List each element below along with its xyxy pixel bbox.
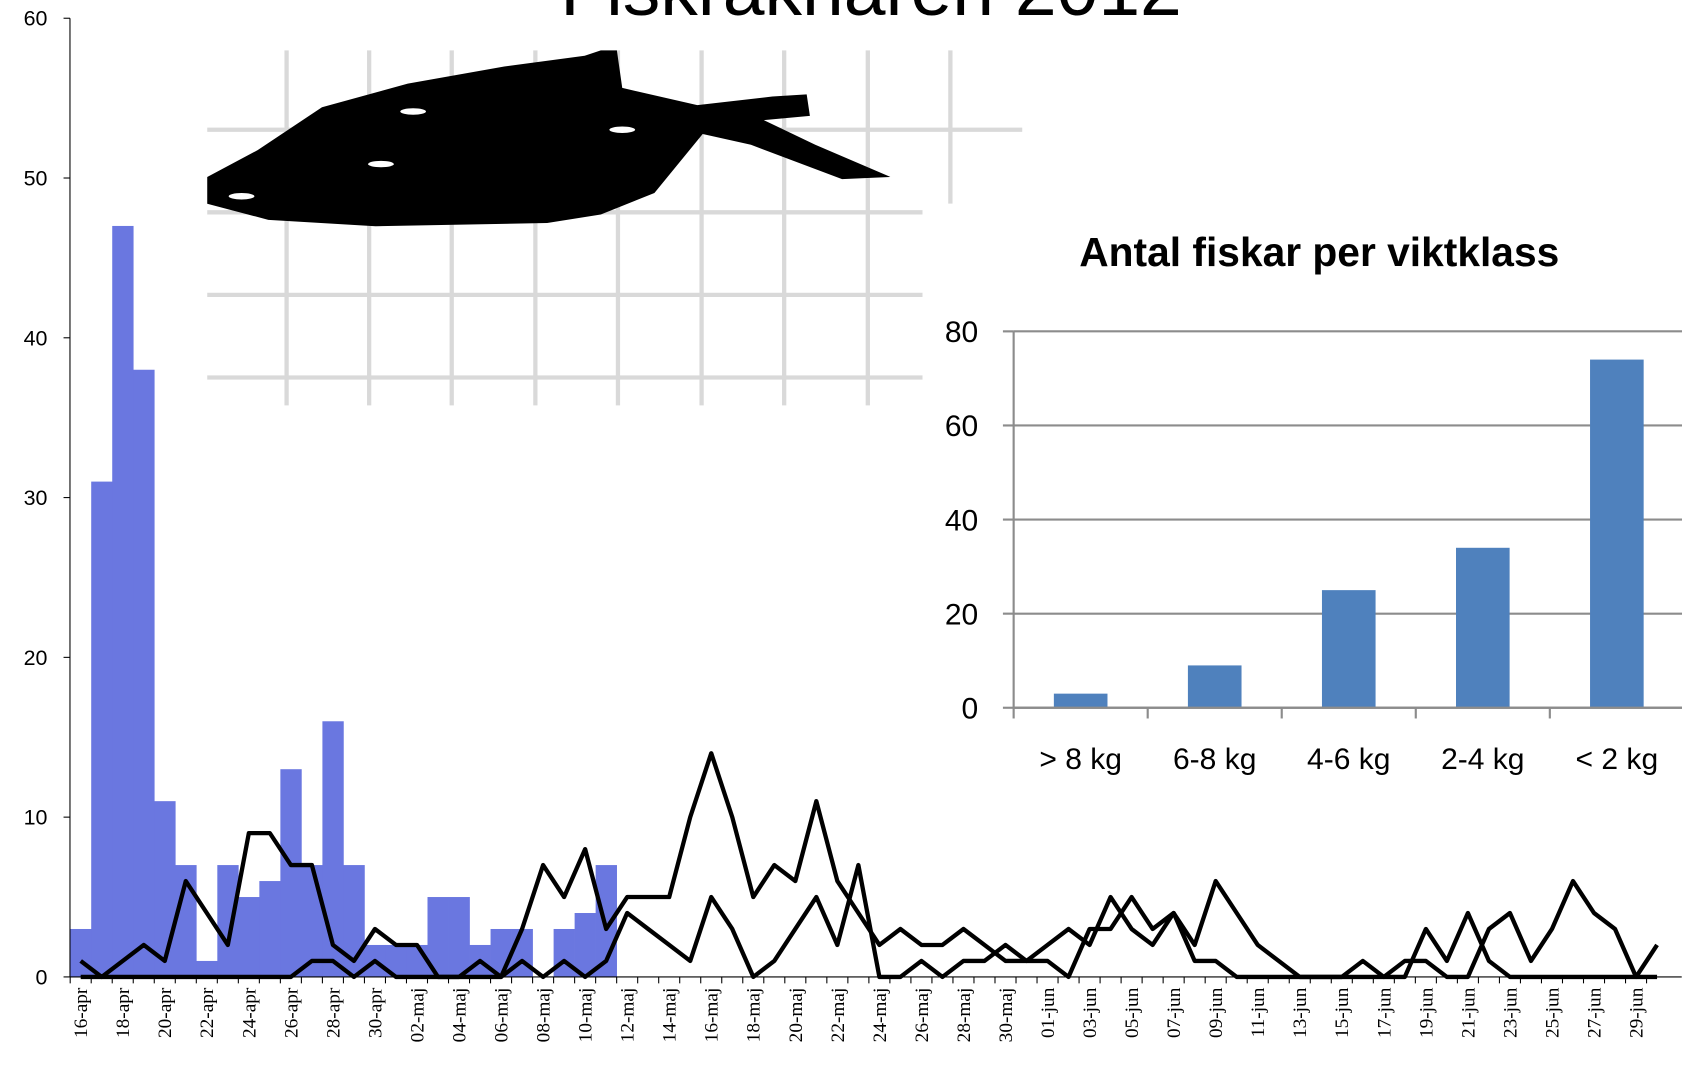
x-tick-label: 6-8 kg <box>1173 743 1256 776</box>
x-tick-label: 29-jun <box>1626 987 1647 1038</box>
x-tick-label: 23-jun <box>1500 987 1521 1038</box>
x-tick-label: 04-maj <box>449 988 470 1043</box>
x-tick-label: 20-apr <box>155 987 176 1038</box>
bar <box>112 226 133 977</box>
y-tick-label: 20 <box>24 646 48 670</box>
bar <box>70 929 91 977</box>
x-tick-label: 16-maj <box>702 988 723 1043</box>
y-tick-label: 40 <box>24 326 48 350</box>
x-tick-label: 09-jun <box>1206 987 1227 1038</box>
x-tick-label: 30-maj <box>996 988 1017 1043</box>
x-tick-label: 21-jun <box>1458 987 1479 1038</box>
bar <box>449 897 470 977</box>
y-tick-label: 30 <box>24 486 48 510</box>
bar <box>575 913 596 977</box>
bar <box>133 370 154 977</box>
x-tick-label: < 2 kg <box>1576 743 1659 776</box>
bar <box>512 929 533 977</box>
x-tick-label: 01-jun <box>1038 987 1059 1038</box>
inset-title: Antal fiskar per viktklass <box>1079 229 1559 275</box>
page: {"chart_data": [ {"type": "combo", "titl… <box>0 0 1682 1067</box>
x-tick-label: 03-jun <box>1080 987 1101 1038</box>
y-tick-label: 40 <box>945 504 978 537</box>
x-tick-label: 19-jun <box>1416 987 1437 1038</box>
bar <box>154 801 175 977</box>
x-tick-label: 07-jun <box>1164 987 1185 1038</box>
x-tick-label: 22-maj <box>828 988 849 1043</box>
bar <box>1456 548 1510 708</box>
bar <box>259 881 280 977</box>
x-tick-label: 18-apr <box>113 987 134 1038</box>
x-tick-label: 22-apr <box>197 987 218 1038</box>
bar <box>554 929 575 977</box>
x-tick-label: 17-jun <box>1374 987 1395 1038</box>
y-tick-label: 60 <box>24 7 48 31</box>
bar <box>238 897 259 977</box>
y-tick-label: 50 <box>24 167 48 191</box>
x-tick-label: 10-maj <box>576 988 597 1043</box>
x-tick-label: 16-apr <box>71 987 92 1038</box>
y-tick-label: 0 <box>36 965 48 989</box>
x-tick-label: 05-jun <box>1122 987 1143 1038</box>
y-tick-label: 10 <box>24 806 48 830</box>
x-tick-label: 13-jun <box>1290 987 1311 1038</box>
x-tick-label: 20-maj <box>786 988 807 1043</box>
bar <box>1188 665 1242 707</box>
y-tick-label: 80 <box>945 316 978 349</box>
bar <box>217 865 238 977</box>
bar <box>196 961 217 977</box>
x-tick-label: > 8 kg <box>1039 743 1122 776</box>
x-tick-label: 28-apr <box>323 987 344 1038</box>
bar <box>280 769 301 977</box>
x-tick-label: 25-jun <box>1542 987 1563 1038</box>
chart-title: Fiskräknaren 2012 <box>560 0 1182 31</box>
x-tick-label: 15-jun <box>1332 987 1353 1038</box>
y-tick-label: 20 <box>945 598 978 631</box>
x-tick-label: 08-maj <box>534 988 555 1043</box>
x-tick-label: 27-jun <box>1584 987 1605 1038</box>
x-tick-label: 4-6 kg <box>1307 743 1390 776</box>
x-tick-label: 26-maj <box>912 988 933 1043</box>
x-tick-label: 02-maj <box>407 988 428 1043</box>
bar <box>1322 590 1376 708</box>
x-tick-label: 24-maj <box>870 988 891 1043</box>
chart: Fiskräknaren 2012 0 10 20 30 40 50 60 16-apr 18-… <box>0 0 1682 1067</box>
x-tick-label: 24-apr <box>239 987 260 1038</box>
x-tick-label: 18-maj <box>744 988 765 1043</box>
bar <box>406 945 427 977</box>
bar <box>1590 360 1644 708</box>
x-tick-label: 06-maj <box>491 988 512 1043</box>
bar <box>1054 694 1108 708</box>
y-tick-label: 60 <box>945 410 978 443</box>
x-tick-label: 12-maj <box>618 988 639 1043</box>
bar <box>91 482 112 977</box>
x-tick-label: 2-4 kg <box>1441 743 1524 776</box>
x-tick-label: 11-jun <box>1248 987 1269 1037</box>
inset-background <box>922 204 1681 805</box>
x-tick-label: 28-maj <box>954 988 975 1043</box>
x-tick-label: 14-maj <box>660 988 681 1043</box>
x-tick-label: 26-apr <box>281 987 302 1038</box>
fish-illustration <box>207 50 1022 405</box>
x-tick-label: 30-apr <box>365 987 386 1038</box>
y-tick-label: 0 <box>962 692 979 725</box>
